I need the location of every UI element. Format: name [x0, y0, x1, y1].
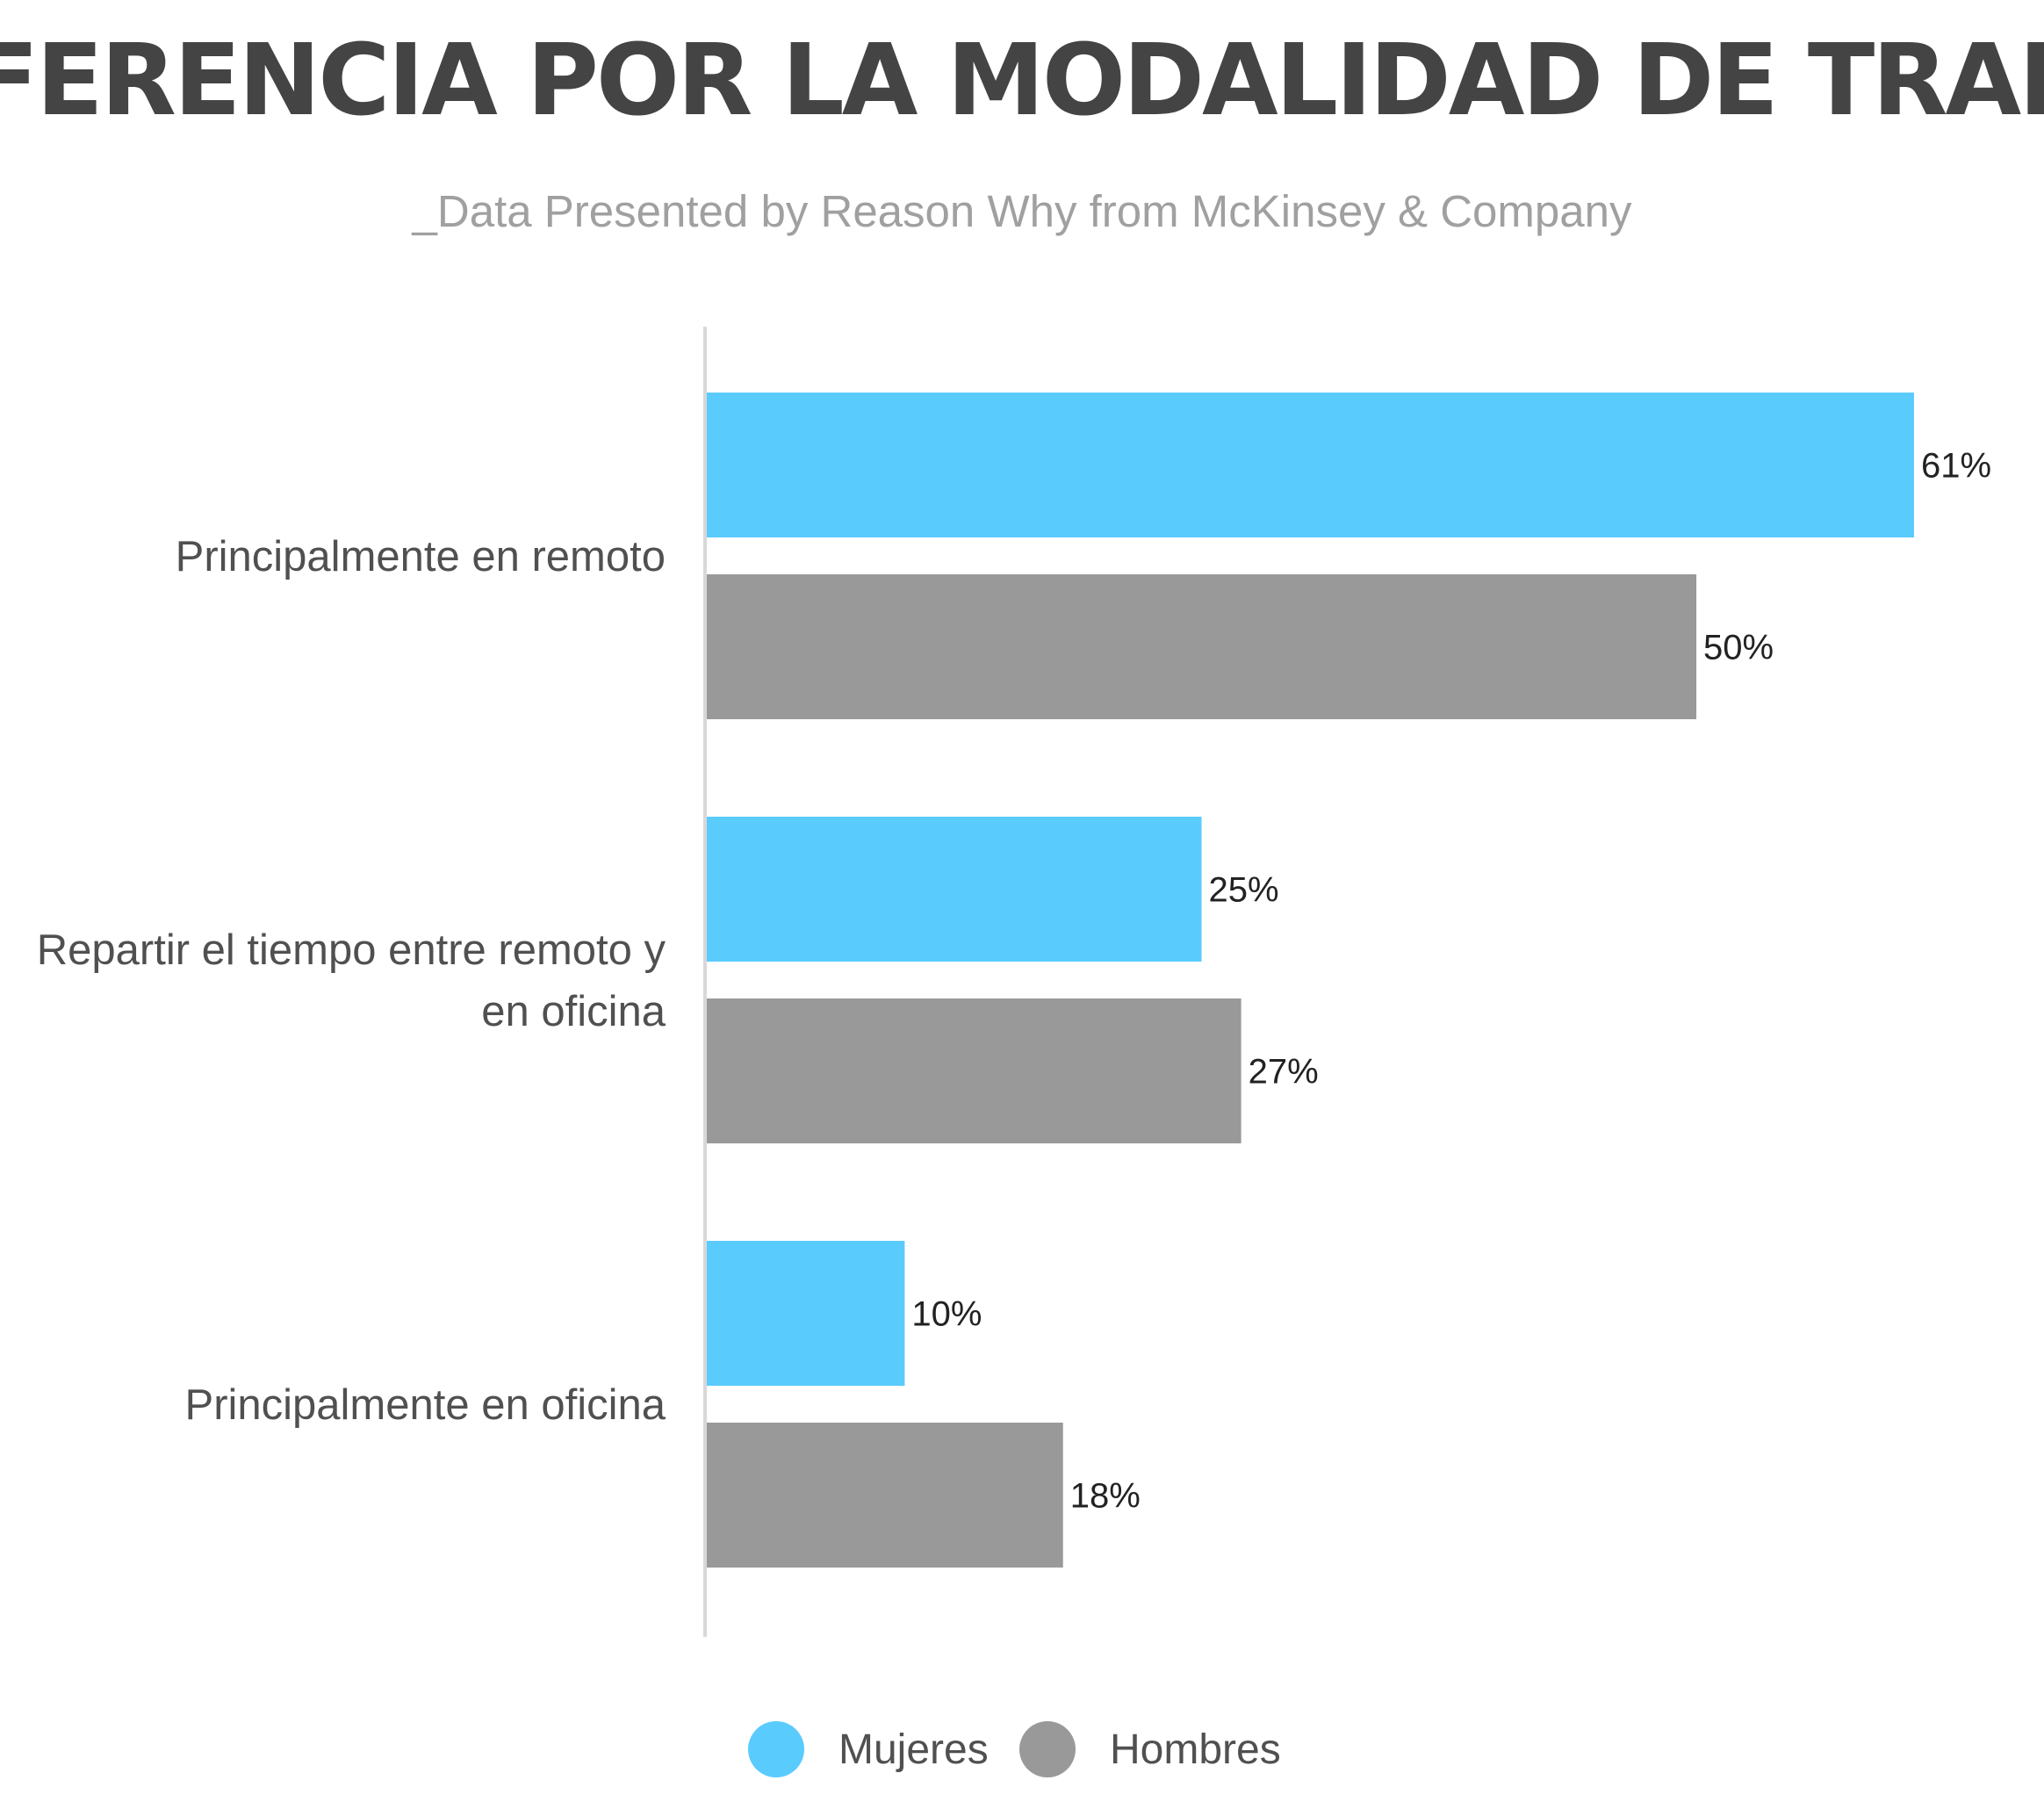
category-label-0: Principalmente en remoto [176, 533, 666, 580]
bar-hombres-0 [707, 574, 1697, 719]
value-label-hombres-0: 50% [1703, 629, 1774, 667]
value-label-mujeres-1: 25% [1209, 871, 1279, 910]
value-label-mujeres-0: 61% [1921, 447, 1991, 486]
value-label-hombres-2: 18% [1070, 1477, 1141, 1516]
legend-label-mujeres: Mujeres [838, 1726, 989, 1773]
value-label-hombres-1: 27% [1249, 1053, 1319, 1092]
value-label-mujeres-2: 10% [911, 1295, 982, 1334]
bar-mujeres-1 [707, 817, 1202, 962]
category-label-1-line-0: Repartir el tiempo entre remoto y [37, 926, 666, 974]
category-label-2: Principalmente en oficina [185, 1381, 666, 1429]
bar-hombres-2 [707, 1423, 1063, 1568]
legend-swatch-hombres [1019, 1721, 1076, 1777]
bar-mujeres-2 [707, 1241, 905, 1386]
bar-hombres-1 [707, 998, 1242, 1143]
legend-swatch-mujeres [748, 1721, 804, 1777]
legend: Mujeres Hombres [748, 1721, 1281, 1777]
legend-label-hombres: Hombres [1110, 1726, 1281, 1773]
labels-layer: 61% 50% Principalmente en remoto 25% 27% Repa… [37, 447, 1991, 1516]
category-label-1-line-1: en oficina [481, 988, 666, 1035]
bars-layer [707, 393, 1914, 1568]
chart-title: PREFERENCIA POR LA MODALIDAD DE TRABAJO [0, 24, 2044, 138]
chart-subtitle: _Data Presented by Reason Why from McKin… [412, 186, 1632, 236]
bar-mujeres-0 [707, 393, 1914, 537]
